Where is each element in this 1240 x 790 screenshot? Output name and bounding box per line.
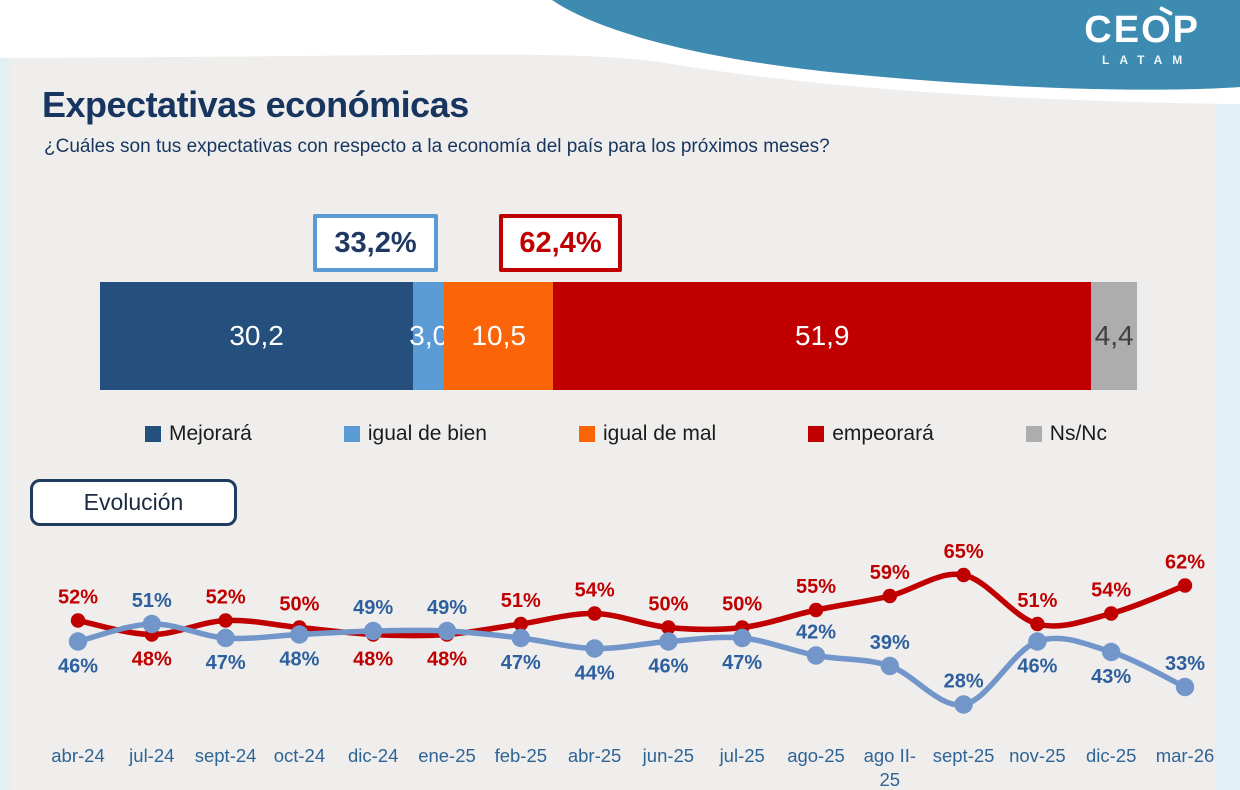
- legend-label: empeorará: [832, 422, 934, 445]
- legend-item: empeorará: [808, 422, 934, 446]
- legend-item: igual de bien: [343, 422, 487, 446]
- page-title: Expectativas económicas: [42, 84, 469, 125]
- bar-segment: 10,5: [444, 282, 554, 390]
- bar-segment-value: 4,4: [1094, 320, 1134, 351]
- bar-segment: 3,0: [409, 282, 448, 390]
- legend-item: Ns/Nc: [1025, 422, 1107, 446]
- legend-item: Mejorará: [145, 422, 252, 446]
- negative-total-value: 62,4%: [519, 226, 602, 259]
- logo-subtext: LATAM: [1102, 52, 1193, 67]
- legend-item: igual de mal: [578, 422, 717, 446]
- positive-total-callout: 33,2%: [313, 214, 438, 272]
- bar-segment: 4,4: [1091, 282, 1137, 390]
- positive-total-value: 33,2%: [334, 226, 417, 259]
- legend-swatch-icon: [808, 426, 825, 442]
- survey-question: ¿Cuáles son tus expectativas con respect…: [44, 136, 830, 157]
- logo-brand: CEOP: [1084, 5, 1200, 52]
- legend-label: Ns/Nc: [1049, 422, 1107, 445]
- evolution-button[interactable]: Evolución: [30, 479, 237, 526]
- legend-swatch-icon: [578, 426, 595, 442]
- bar-segment-value: 51,9: [795, 320, 850, 351]
- bar-segment: 51,9: [553, 282, 1092, 390]
- legend-swatch-icon: [343, 426, 360, 442]
- legend-swatch-icon: [1025, 426, 1042, 442]
- logo-brand-text: CEOP: [1084, 9, 1200, 51]
- bar-segment-value: 3,0: [409, 320, 449, 351]
- bar-segment-value: 30,2: [229, 320, 284, 351]
- negative-total-callout: 62,4%: [499, 214, 622, 272]
- legend-label: igual de bien: [367, 422, 487, 445]
- legend-label: igual de mal: [602, 422, 717, 445]
- stacked-bar: 30,2 3,0 10,5 51,9 4,4: [100, 282, 1137, 390]
- legend-swatch-icon: [145, 426, 161, 442]
- bar-segment-value: 10,5: [471, 320, 526, 351]
- bar-legend: Mejorará igual de bien igual de mal empeora…: [145, 422, 1107, 446]
- legend-label: Mejorará: [169, 422, 252, 445]
- bar-segment: 30,2: [100, 282, 414, 390]
- evolution-button-label: Evolución: [83, 489, 184, 515]
- logo-ceop-latam: CEOP LATAM: [1084, 5, 1200, 67]
